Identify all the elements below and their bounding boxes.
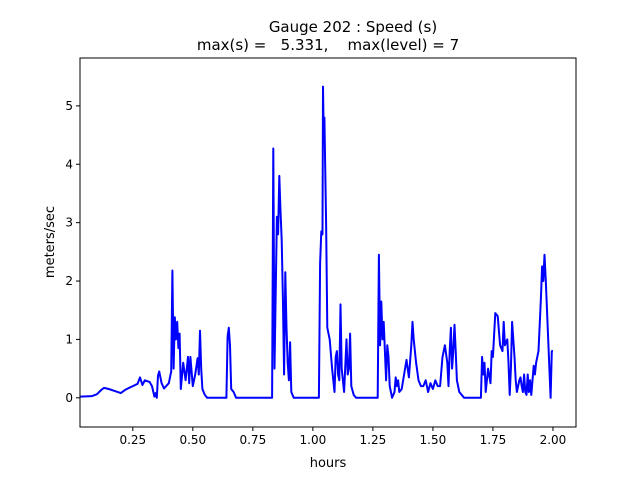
x-tick-label: 1.00 bbox=[300, 433, 327, 447]
chart-title: Gauge 202 : Speed (s) bbox=[269, 18, 437, 36]
x-tick-label: 1.50 bbox=[420, 433, 447, 447]
x-tick-label: 0.25 bbox=[119, 433, 146, 447]
x-tick-label: 1.75 bbox=[480, 433, 507, 447]
x-tick-label: 2.00 bbox=[540, 433, 567, 447]
y-tick-label: 2 bbox=[65, 274, 73, 288]
y-tick-label: 4 bbox=[65, 157, 73, 171]
x-tick-label: 0.75 bbox=[239, 433, 266, 447]
y-tick-label: 0 bbox=[65, 391, 73, 405]
x-tick-label: 1.25 bbox=[360, 433, 387, 447]
y-tick-label: 3 bbox=[65, 216, 73, 230]
series-line bbox=[79, 85, 553, 399]
y-tick-label: 5 bbox=[65, 99, 73, 113]
y-axis-label: meters/sec bbox=[43, 206, 58, 278]
x-axis-label: hours bbox=[310, 456, 347, 471]
plot-frame bbox=[79, 57, 577, 428]
chart-subtitle: max(s) = 5.331, max(level) = 7 bbox=[197, 36, 459, 54]
y-tick-label: 1 bbox=[65, 332, 73, 346]
x-tick-label: 0.50 bbox=[179, 433, 206, 447]
